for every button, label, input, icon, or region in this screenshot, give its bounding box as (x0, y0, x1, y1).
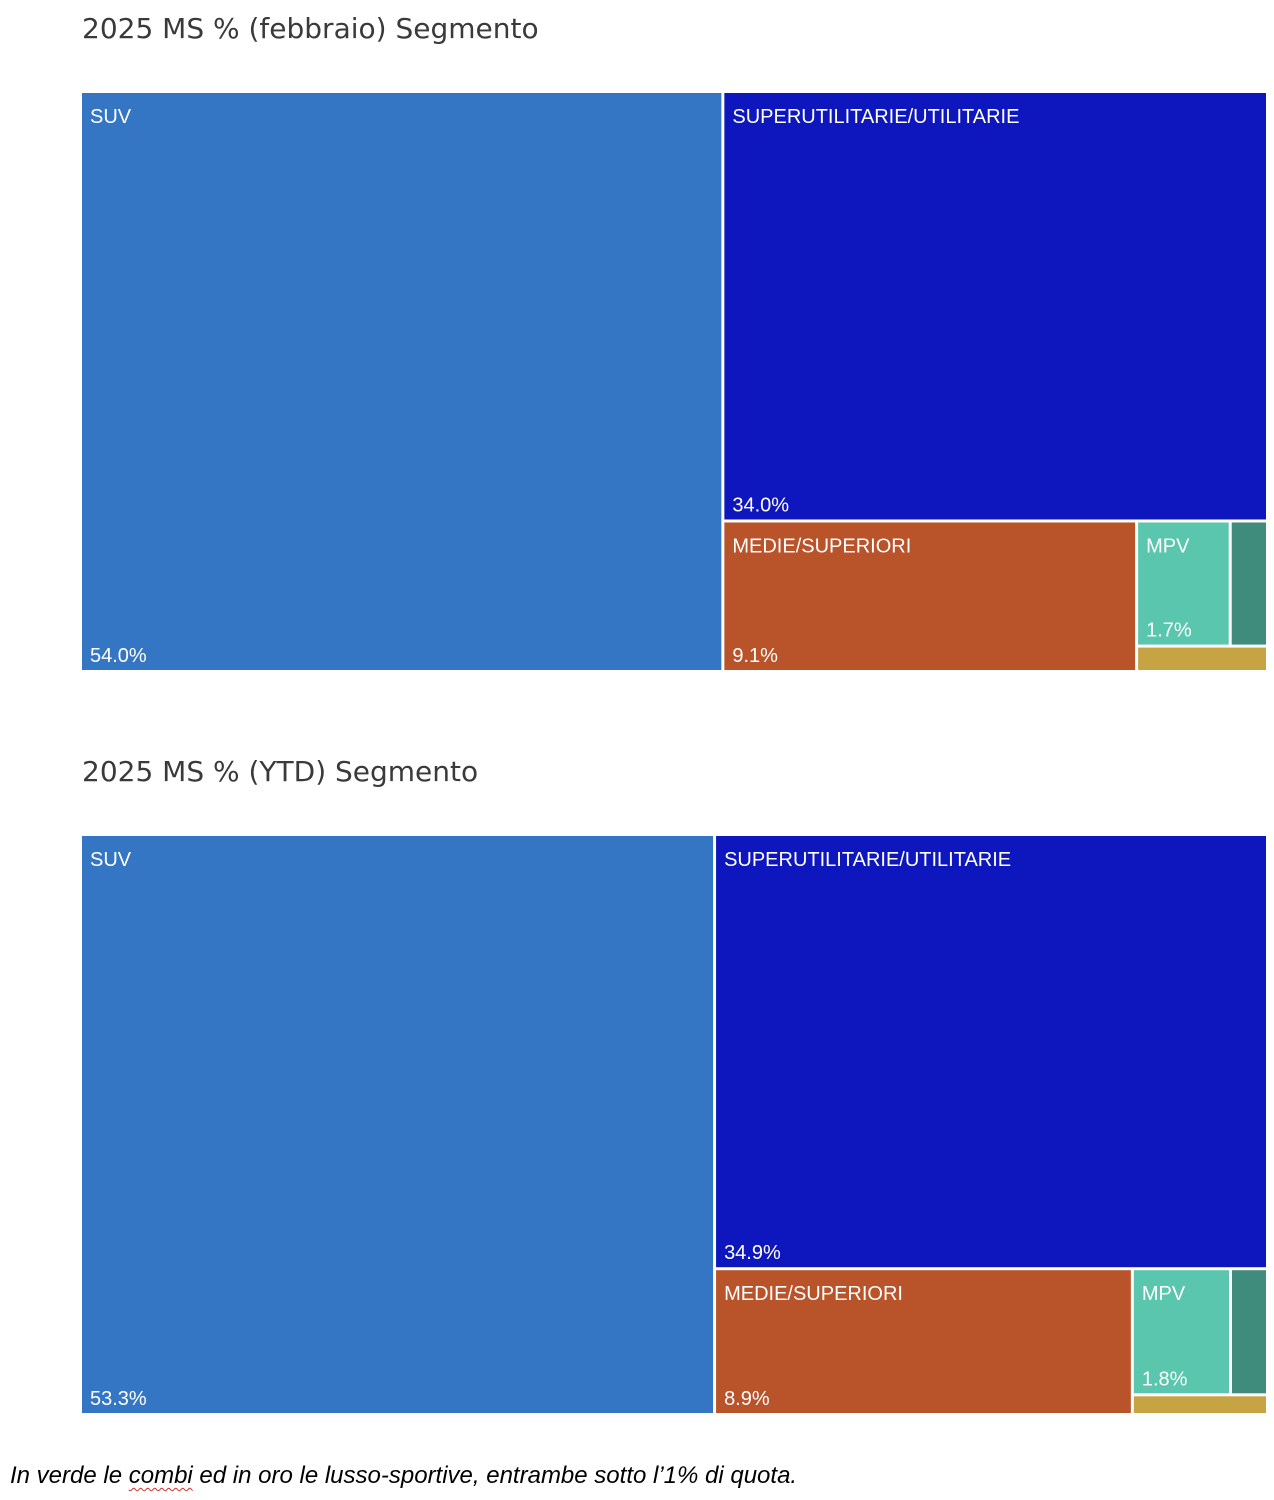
treemap-svg: SUV 53.3% SUPERUTILITARIE/UTILITARIE 34.9% M… (82, 836, 1266, 1413)
tile-value-label: 54.0% (90, 645, 147, 667)
treemap-tile-medie-superiori (724, 522, 1136, 670)
treemap-tile-combi-segment (1231, 1270, 1266, 1394)
tile-value-label: 1.8% (1142, 1368, 1188, 1390)
treemap-tile-suv (82, 836, 714, 1413)
chart-title-febbraio: 2025 MS % (febbraio) Segmento (82, 12, 539, 45)
tile-value-label: 34.9% (724, 1242, 781, 1264)
treemap-tile-mpv (1133, 1270, 1229, 1394)
treemap-febbraio: SUV 54.0% SUPERUTILITARIE/UTILITARIE 34.0% M… (82, 93, 1266, 670)
treemap-ytd: SUV 53.3% SUPERUTILITARIE/UTILITARIE 34.9% M… (82, 836, 1266, 1413)
treemap-tile-mpv (1138, 522, 1229, 645)
tile-value-label: 53.3% (90, 1388, 147, 1410)
treemap-svg: SUV 54.0% SUPERUTILITARIE/UTILITARIE 34.0% M… (82, 93, 1266, 670)
tile-name-label: SUV (90, 106, 132, 128)
tile-name-label: MPV (1146, 535, 1190, 557)
tile-name-label: MEDIE/SUPERIORI (732, 535, 911, 557)
treemap-tile-lusso-sportive-segment (1138, 647, 1266, 670)
caption-note: In verde le combi ed in oro le lusso-spo… (10, 1462, 797, 1490)
treemap-tile-superutilitarie-utilitarie (716, 836, 1266, 1268)
treemap-tile-lusso-sportive-segment (1133, 1396, 1266, 1413)
caption-text-start: In verde le (10, 1462, 129, 1489)
treemap-tile-suv (82, 93, 722, 670)
tile-value-label: 8.9% (724, 1388, 770, 1410)
tile-name-label: SUV (90, 849, 132, 871)
treemap-tile-medie-superiori (716, 1270, 1131, 1413)
tile-name-label: MEDIE/SUPERIORI (724, 1283, 903, 1305)
treemap-tile-combi-segment (1231, 522, 1266, 645)
tile-value-label: 1.7% (1146, 620, 1192, 642)
caption-text-end: ed in oro le lusso-sportive, entrambe so… (192, 1462, 798, 1489)
caption-spellcheck-word: combi (128, 1462, 193, 1489)
tile-value-label: 34.0% (732, 494, 789, 516)
tile-value-label: 9.1% (732, 645, 778, 667)
chart-title-ytd: 2025 MS % (YTD) Segmento (82, 755, 479, 788)
tile-name-label: SUPERUTILITARIE/UTILITARIE (724, 849, 1011, 871)
tile-name-label: MPV (1142, 1283, 1186, 1305)
tile-name-label: SUPERUTILITARIE/UTILITARIE (732, 106, 1019, 128)
treemap-tile-superutilitarie-utilitarie (724, 93, 1266, 520)
